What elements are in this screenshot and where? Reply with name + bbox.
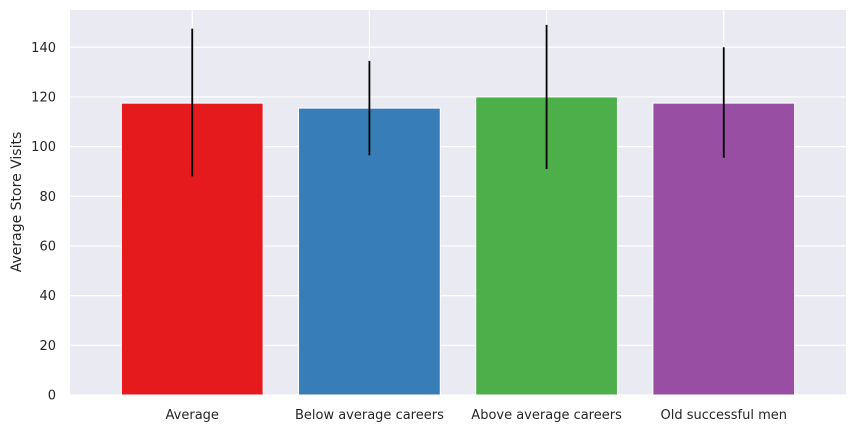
x-tick-label: Average: [166, 408, 219, 423]
error-bars: [191, 24, 725, 177]
y-tick-label: 60: [39, 239, 56, 254]
y-tick-labels: 0 20 40 60 80 100 120 140: [31, 41, 56, 404]
y-tick-label: 140: [31, 41, 56, 56]
y-tick-label: 0: [48, 389, 56, 404]
x-tick-label: Below average careers: [295, 408, 444, 423]
y-tick-label: 120: [31, 90, 56, 105]
y-tick-label: 100: [31, 140, 56, 155]
bar: [298, 107, 441, 396]
x-tick-label: Above average careers: [471, 408, 622, 423]
y-tick-label: 40: [39, 289, 56, 304]
y-axis-label: Average Store Visits: [9, 132, 25, 273]
bars: [120, 96, 796, 396]
y-tick-label: 20: [39, 339, 56, 354]
y-tick-label: 80: [39, 190, 56, 205]
x-tick-labels: Average Below average careers Above averag…: [166, 408, 787, 423]
x-tick-label: Old successful men: [660, 408, 787, 423]
